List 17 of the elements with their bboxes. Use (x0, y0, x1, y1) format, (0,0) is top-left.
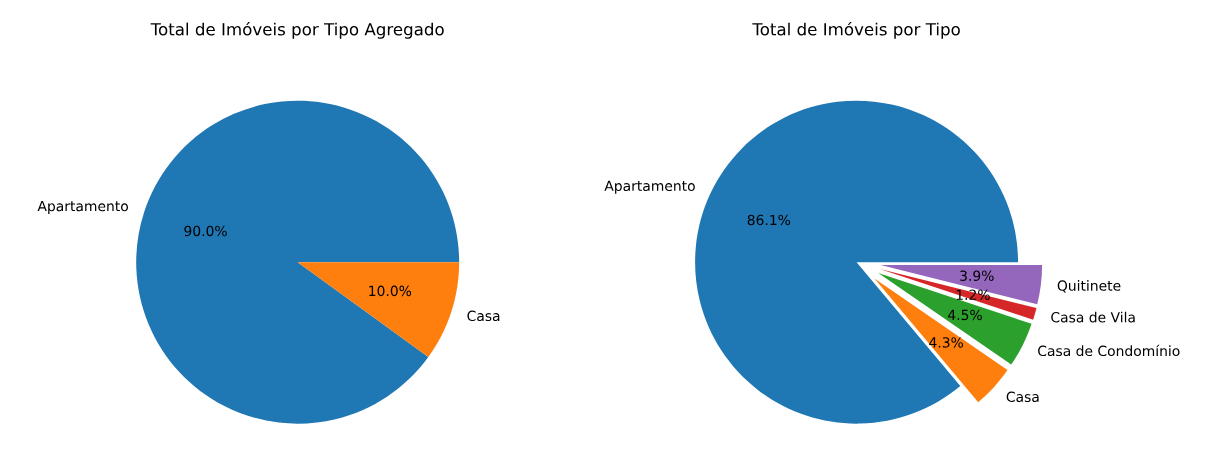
data-label: 86.1% (747, 214, 791, 226)
data-label: 3.9% (960, 270, 994, 281)
data-label: 90.0% (184, 225, 227, 237)
slice-label: Casa de Condomínio (1038, 344, 1180, 357)
slice-label: Casa de Vila (1051, 311, 1135, 323)
slice-label: Apartamento (604, 180, 695, 194)
slice-label: Casa (467, 310, 500, 322)
data-label: 4.3% (929, 337, 964, 348)
chart-title: Total de Imóveis por Tipo (752, 21, 960, 39)
data-label: 10.0% (369, 285, 412, 297)
pie-slice (136, 100, 460, 424)
pie-slice (297, 262, 460, 358)
slice-label: Casa (1006, 391, 1039, 403)
slice-label: Apartamento (37, 200, 128, 214)
slice-label: Quitinete (1057, 280, 1121, 293)
data-label: 4.5% (948, 309, 982, 321)
chart-title: Total de Imóveis por Tipo Agregado (150, 21, 444, 39)
